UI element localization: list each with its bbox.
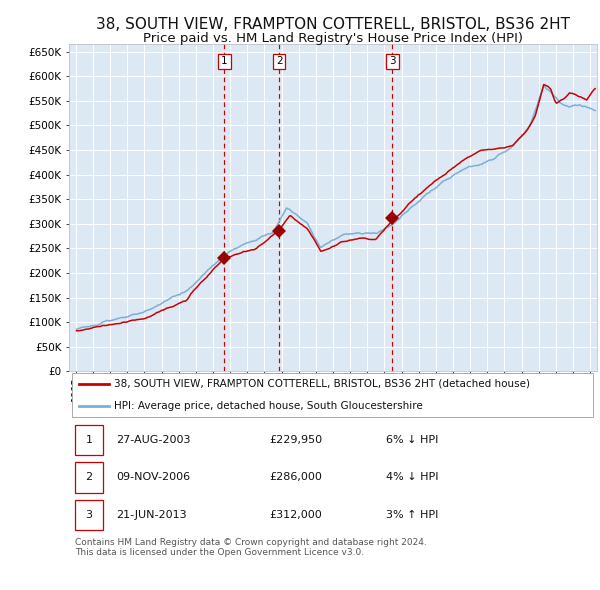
- Text: 2: 2: [276, 57, 283, 67]
- Text: 09-NOV-2006: 09-NOV-2006: [116, 473, 191, 482]
- Text: 4% ↓ HPI: 4% ↓ HPI: [386, 473, 438, 482]
- Text: 3: 3: [389, 57, 396, 67]
- Text: 1: 1: [86, 435, 92, 445]
- Text: 6% ↓ HPI: 6% ↓ HPI: [386, 435, 438, 445]
- Text: 3% ↑ HPI: 3% ↑ HPI: [386, 510, 438, 520]
- FancyBboxPatch shape: [71, 373, 593, 417]
- FancyBboxPatch shape: [76, 462, 103, 493]
- Text: 21-JUN-2013: 21-JUN-2013: [116, 510, 187, 520]
- Text: £312,000: £312,000: [269, 510, 322, 520]
- Text: 1: 1: [221, 57, 227, 67]
- Text: 38, SOUTH VIEW, FRAMPTON COTTERELL, BRISTOL, BS36 2HT: 38, SOUTH VIEW, FRAMPTON COTTERELL, BRIS…: [96, 17, 570, 32]
- Text: 27-AUG-2003: 27-AUG-2003: [116, 435, 191, 445]
- FancyBboxPatch shape: [76, 425, 103, 455]
- Text: £229,950: £229,950: [269, 435, 323, 445]
- Text: 3: 3: [86, 510, 92, 520]
- Text: Price paid vs. HM Land Registry's House Price Index (HPI): Price paid vs. HM Land Registry's House …: [143, 32, 523, 45]
- Text: 2: 2: [86, 473, 92, 482]
- Text: 38, SOUTH VIEW, FRAMPTON COTTERELL, BRISTOL, BS36 2HT (detached house): 38, SOUTH VIEW, FRAMPTON COTTERELL, BRIS…: [114, 379, 530, 389]
- FancyBboxPatch shape: [76, 500, 103, 530]
- Text: HPI: Average price, detached house, South Gloucestershire: HPI: Average price, detached house, Sout…: [114, 401, 422, 411]
- Text: Contains HM Land Registry data © Crown copyright and database right 2024.
This d: Contains HM Land Registry data © Crown c…: [76, 538, 427, 558]
- Text: £286,000: £286,000: [269, 473, 323, 482]
